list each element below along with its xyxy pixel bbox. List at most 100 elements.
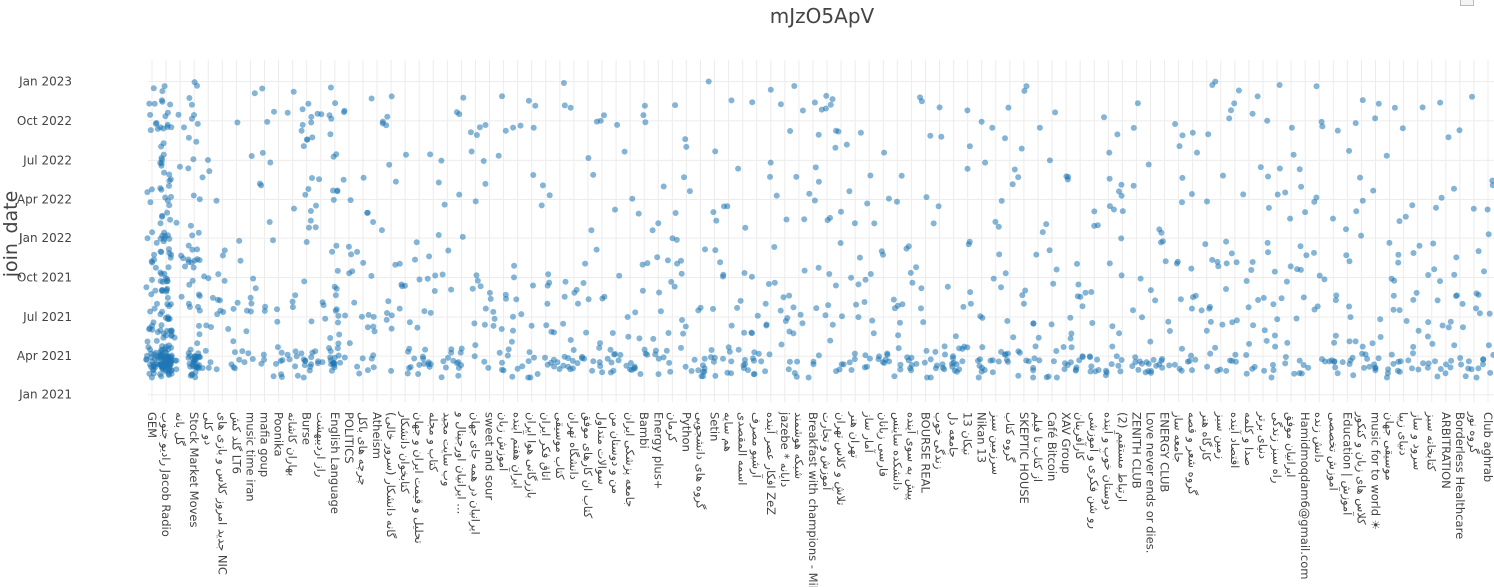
data-point[interactable]: [1048, 321, 1055, 328]
data-point[interactable]: [907, 269, 914, 276]
data-point[interactable]: [318, 111, 325, 118]
data-point[interactable]: [346, 340, 353, 347]
data-point[interactable]: [1409, 365, 1415, 372]
data-point[interactable]: [340, 176, 347, 183]
data-point[interactable]: [513, 296, 520, 303]
data-point[interactable]: [1220, 172, 1226, 179]
data-point[interactable]: [517, 122, 524, 129]
data-point[interactable]: [221, 247, 228, 254]
data-point[interactable]: [273, 360, 279, 367]
data-point[interactable]: [1250, 322, 1257, 329]
data-point[interactable]: [1390, 292, 1397, 299]
data-point[interactable]: [1302, 209, 1309, 216]
data-point[interactable]: [1437, 278, 1443, 285]
data-point[interactable]: [771, 279, 778, 286]
data-point[interactable]: [1485, 342, 1492, 349]
data-point[interactable]: [270, 373, 277, 380]
data-point[interactable]: [833, 127, 839, 134]
data-point[interactable]: [1394, 367, 1401, 374]
data-point[interactable]: [897, 319, 903, 326]
data-point[interactable]: [609, 330, 616, 336]
data-point[interactable]: [671, 283, 678, 290]
data-point[interactable]: [1410, 350, 1416, 357]
data-point[interactable]: [1260, 294, 1267, 301]
data-point[interactable]: [1271, 332, 1278, 339]
data-point[interactable]: [308, 119, 315, 126]
data-point[interactable]: [1031, 355, 1038, 362]
data-point[interactable]: [660, 354, 667, 361]
data-point[interactable]: [682, 323, 689, 330]
data-point[interactable]: [1420, 360, 1427, 367]
data-point[interactable]: [1332, 364, 1339, 371]
data-point[interactable]: [1060, 344, 1067, 350]
data-point[interactable]: [190, 192, 197, 199]
data-point[interactable]: [639, 261, 646, 268]
data-point[interactable]: [656, 289, 663, 296]
data-point[interactable]: [861, 299, 868, 305]
data-point[interactable]: [654, 254, 661, 261]
data-point[interactable]: [712, 247, 719, 254]
data-point[interactable]: [1459, 300, 1466, 307]
data-point[interactable]: [1305, 364, 1312, 371]
data-point[interactable]: [700, 368, 707, 375]
data-point[interactable]: [1416, 242, 1423, 249]
data-point[interactable]: [383, 122, 390, 129]
data-point[interactable]: [1390, 360, 1397, 367]
data-point[interactable]: [221, 277, 228, 284]
data-point[interactable]: [313, 202, 319, 209]
data-point[interactable]: [528, 322, 535, 329]
data-point[interactable]: [1487, 369, 1494, 376]
data-point[interactable]: [538, 202, 545, 209]
data-point[interactable]: [824, 217, 831, 224]
data-point[interactable]: [748, 273, 755, 280]
data-point[interactable]: [908, 367, 915, 374]
data-point[interactable]: [171, 334, 178, 341]
data-point[interactable]: [519, 363, 526, 370]
data-point[interactable]: [152, 264, 159, 271]
data-point[interactable]: [1166, 362, 1173, 369]
data-point[interactable]: [1136, 358, 1143, 365]
data-point[interactable]: [425, 359, 432, 366]
data-point[interactable]: [1359, 343, 1366, 350]
data-point[interactable]: [1156, 226, 1163, 233]
data-point[interactable]: [469, 285, 476, 292]
data-point[interactable]: [1116, 330, 1123, 337]
data-point[interactable]: [334, 345, 341, 352]
data-point[interactable]: [278, 349, 285, 356]
data-point[interactable]: [1359, 350, 1366, 357]
data-point[interactable]: [741, 270, 748, 276]
data-point[interactable]: [1451, 185, 1457, 192]
data-point[interactable]: [209, 294, 216, 301]
data-point[interactable]: [505, 346, 512, 353]
data-point[interactable]: [248, 153, 255, 159]
data-point[interactable]: [596, 359, 603, 366]
data-point[interactable]: [1288, 124, 1295, 131]
data-point[interactable]: [1053, 266, 1060, 273]
data-point[interactable]: [1091, 208, 1098, 215]
data-point[interactable]: [290, 88, 297, 95]
data-point[interactable]: [1415, 366, 1422, 373]
data-point[interactable]: [312, 224, 319, 231]
data-point[interactable]: [261, 356, 268, 363]
data-point[interactable]: [388, 325, 395, 332]
data-point[interactable]: [823, 92, 830, 99]
data-point[interactable]: [1226, 115, 1233, 122]
data-point[interactable]: [1409, 202, 1416, 209]
data-point[interactable]: [593, 246, 600, 253]
data-point[interactable]: [158, 162, 165, 169]
data-point[interactable]: [1388, 351, 1395, 358]
data-point[interactable]: [1176, 143, 1183, 150]
data-point[interactable]: [1219, 321, 1226, 328]
data-point[interactable]: [1462, 373, 1469, 380]
data-point[interactable]: [1246, 340, 1253, 347]
data-point[interactable]: [435, 232, 442, 238]
data-point[interactable]: [1204, 363, 1211, 370]
data-point[interactable]: [1489, 177, 1494, 184]
data-point[interactable]: [898, 172, 905, 179]
data-point[interactable]: [413, 239, 420, 246]
data-point[interactable]: [1343, 226, 1349, 233]
data-point[interactable]: [1346, 147, 1353, 154]
data-point[interactable]: [371, 328, 378, 335]
data-point[interactable]: [370, 364, 377, 371]
data-point[interactable]: [1046, 247, 1053, 254]
